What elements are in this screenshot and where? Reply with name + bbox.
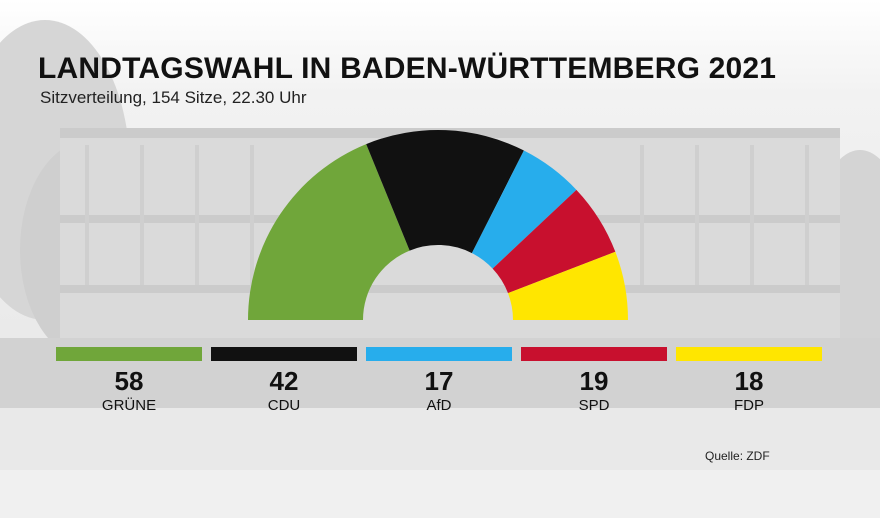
legend-bar-afd: [366, 347, 512, 361]
seat-segment-afd: [471, 150, 577, 269]
seat-segment-spd: [492, 189, 616, 294]
party-label-afd: AfD: [426, 397, 452, 414]
seat-segment-cdu: [366, 130, 524, 254]
seat-segment-fdp: [508, 251, 628, 320]
party-label-gruene: GRÜNE: [101, 397, 157, 414]
seat-count-afd: 17: [424, 366, 454, 396]
party-label-cdu: CDU: [267, 397, 301, 414]
legend-bar-cdu: [211, 347, 357, 361]
chart-subtitle: Sitzverteilung, 154 Sitze, 22.30 Uhr: [40, 88, 307, 107]
seat-count-cdu: 42: [269, 366, 299, 396]
seat-segment-gruene: [248, 144, 410, 320]
seat-count-fdp: 18: [734, 366, 764, 396]
party-label-spd: SPD: [578, 397, 610, 414]
source-note: Quelle: ZDF: [705, 449, 770, 463]
legend-bar-gruene: [56, 347, 202, 361]
legend-bar-fdp: [676, 347, 822, 361]
seat-count-spd: 19: [579, 366, 609, 396]
chart-title: LANDTAGSWAHL IN BADEN-WÜRTTEMBERG 2021: [38, 52, 777, 85]
seat-count-gruene: 58: [114, 366, 144, 396]
party-label-fdp: FDP: [734, 397, 764, 414]
legend-bar-spd: [521, 347, 667, 361]
